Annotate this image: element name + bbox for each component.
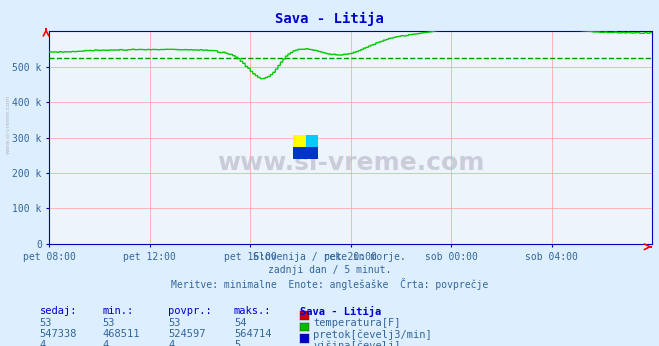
Text: 547338: 547338 xyxy=(40,329,77,339)
Text: min.:: min.: xyxy=(102,306,133,316)
Text: 4: 4 xyxy=(102,340,108,346)
Text: maks.:: maks.: xyxy=(234,306,272,316)
Text: 524597: 524597 xyxy=(168,329,206,339)
Text: 53: 53 xyxy=(40,318,52,328)
Text: Sava - Litija: Sava - Litija xyxy=(275,12,384,26)
Text: sedaj:: sedaj: xyxy=(40,306,77,316)
Text: 4: 4 xyxy=(40,340,45,346)
Text: Meritve: minimalne  Enote: anglešaške  Črta: povprečje: Meritve: minimalne Enote: anglešaške Črt… xyxy=(171,278,488,290)
Text: Sava - Litija: Sava - Litija xyxy=(300,306,381,317)
Text: 53: 53 xyxy=(102,318,115,328)
Text: pretok[čevelj3/min]: pretok[čevelj3/min] xyxy=(313,329,432,339)
Text: višina[čevelj]: višina[čevelj] xyxy=(313,340,401,346)
Text: Slovenija / reke in morje.: Slovenija / reke in morje. xyxy=(253,252,406,262)
Text: temperatura[F]: temperatura[F] xyxy=(313,318,401,328)
Text: www.si-vreme.com: www.si-vreme.com xyxy=(217,151,484,175)
Text: 54: 54 xyxy=(234,318,246,328)
Text: zadnji dan / 5 minut.: zadnji dan / 5 minut. xyxy=(268,265,391,275)
Bar xyxy=(306,135,318,147)
Text: www.si-vreme.com: www.si-vreme.com xyxy=(5,95,11,154)
Text: 468511: 468511 xyxy=(102,329,140,339)
Bar xyxy=(293,147,306,159)
Text: 4: 4 xyxy=(168,340,174,346)
Bar xyxy=(306,147,318,159)
Bar xyxy=(293,135,306,147)
Text: 53: 53 xyxy=(168,318,181,328)
Text: povpr.:: povpr.: xyxy=(168,306,212,316)
Text: 5: 5 xyxy=(234,340,240,346)
Text: 564714: 564714 xyxy=(234,329,272,339)
